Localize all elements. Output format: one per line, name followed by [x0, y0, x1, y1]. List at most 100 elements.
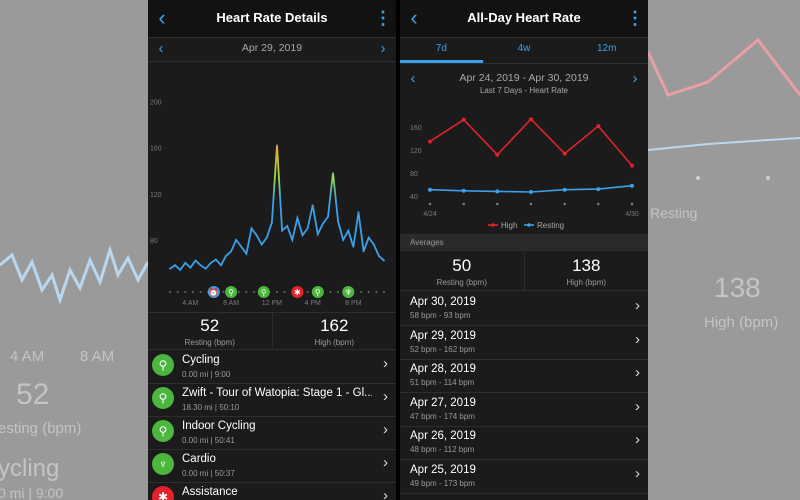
heart-rate-point — [245, 252, 248, 255]
x-tick-label: 8 PM — [345, 300, 362, 307]
day-bpm-range: 47 bpm - 174 bpm — [410, 411, 475, 421]
background-chart-right — [648, 37, 800, 180]
day-row[interactable]: Apr 28, 2019 51 bpm - 114 bpm › — [400, 359, 648, 393]
heart-rate-point — [271, 221, 273, 224]
svg-text:⚲: ⚲ — [261, 288, 267, 297]
resting-stat: 52 Resting (bpm) — [148, 313, 273, 349]
heart-rate-point — [352, 245, 355, 248]
x-tick-dot — [597, 202, 600, 206]
back-arrow-icon[interactable]: ‹ — [158, 5, 166, 30]
chevron-right-icon: › — [383, 355, 388, 372]
heart-rate-point — [204, 267, 207, 270]
cardio-icon[interactable]: ♆ — [342, 286, 355, 298]
heart-rate-point — [276, 144, 278, 147]
day-row[interactable]: Apr 29, 2019 52 bpm - 162 bpm › — [400, 326, 648, 360]
heart-rate-point — [169, 267, 171, 270]
heart-rate-details-screen: ‹ Heart Rate Details ⋮ ‹ Apr 29, 2019 › … — [148, 0, 396, 500]
data-point-high — [562, 151, 567, 156]
data-point-resting — [529, 190, 533, 194]
avg-high-value: 138 — [572, 256, 601, 275]
heart-rate-point — [306, 227, 309, 230]
next-day-button[interactable]: › — [380, 40, 386, 57]
y-tick-label: 160 — [410, 125, 422, 132]
timeline-dot — [375, 291, 378, 293]
day-row[interactable]: Apr 30, 2019 58 bpm - 93 bpm › — [400, 292, 648, 326]
activity-title: Cardio — [182, 453, 216, 465]
high-label: High (bpm) — [314, 338, 355, 347]
tab-7d[interactable]: 7d — [400, 38, 483, 63]
timeline-dot — [176, 291, 179, 293]
day-row[interactable]: Apr 27, 2019 47 bpm - 174 bpm › — [400, 393, 648, 427]
previous-day-button[interactable]: ‹ — [158, 40, 164, 57]
activity-title: Zwift - Tour of Watopia: Stage 1 - Gl... — [182, 387, 372, 399]
activity-title: Indoor Cycling — [182, 420, 256, 432]
heart-rate-point — [220, 264, 222, 267]
chevron-right-icon: › — [635, 431, 640, 448]
heart-rate-point — [281, 229, 283, 232]
bike-icon[interactable]: ⚲ — [311, 286, 324, 298]
timeline-dot — [383, 291, 385, 293]
heart-rate-point — [184, 262, 187, 264]
previous-range-button[interactable]: ‹ — [410, 70, 416, 87]
resting-value: 52 — [200, 316, 220, 335]
activity-row[interactable]: ⚲ Cycling 0.00 mi | 9:00 › — [148, 350, 396, 384]
day-row[interactable]: Apr 25, 2019 49 bpm - 173 bpm › — [400, 460, 648, 494]
activity-row[interactable]: ♆ Cardio 0.00 mi | 50:37 › — [148, 449, 396, 483]
daily-stats: 52 Resting (bpm) 162 High (bpm) — [148, 312, 396, 350]
range-navigator: ‹ Apr 24, 2019 - Apr 30, 2019 › — [400, 68, 648, 90]
day-row[interactable]: Apr 26, 2019 48 bpm - 112 bpm › — [400, 426, 648, 460]
data-point-high — [428, 139, 432, 144]
alarm-icon[interactable]: ⏰ — [207, 286, 220, 298]
x-tick-label: 12 PM — [262, 300, 282, 307]
back-arrow-icon[interactable]: ‹ — [410, 5, 418, 30]
avg-resting-label: Resting (bpm) — [436, 278, 487, 287]
background-value-label: esting (bpm) — [0, 420, 82, 437]
bike-icon[interactable]: ⚲ — [225, 286, 238, 298]
day-date: Apr 25, 2019 — [410, 463, 476, 476]
heart-rate-point — [194, 259, 197, 262]
y-tick-label: 120 — [150, 192, 162, 199]
tab-4w[interactable]: 4w — [517, 43, 531, 54]
timeline-dot — [253, 291, 256, 293]
date-range: Apr 24, 2019 - Apr 30, 2019 — [459, 72, 589, 84]
page-title: Heart Rate Details — [216, 10, 328, 25]
svg-text:♆: ♆ — [345, 288, 352, 297]
page-title: All-Day Heart Rate — [467, 10, 581, 25]
timeline-dot — [191, 291, 194, 293]
activity-title: Cycling — [182, 354, 220, 366]
activity-row[interactable]: ✱ Assistance › — [148, 482, 396, 500]
avg-resting-value: 50 — [452, 256, 472, 275]
assistance-icon[interactable]: ✱ — [291, 286, 304, 298]
average-stats: 50 Resting (bpm) 138 High (bpm) — [400, 252, 648, 291]
activity-row[interactable]: ⚲ Zwift - Tour of Watopia: Stage 1 - Gl..… — [148, 383, 396, 417]
activity-row[interactable]: ⚲ Indoor Cycling 0.00 mi | 50:41 › — [148, 416, 396, 450]
heart-rate-point — [174, 264, 176, 267]
background-resting: Resting — [650, 205, 698, 221]
heart-rate-point — [230, 250, 232, 253]
svg-text:⏰: ⏰ — [209, 287, 219, 297]
data-point-resting — [562, 187, 567, 192]
next-range-button[interactable]: › — [632, 70, 638, 87]
resting-label: Resting (bpm) — [184, 338, 235, 347]
x-tick-label: 4/30 — [625, 211, 639, 218]
heart-rate-point — [296, 217, 299, 219]
more-options-icon[interactable]: ⋮ — [626, 8, 644, 28]
tab-12m[interactable]: 12m — [596, 43, 617, 54]
more-options-icon[interactable]: ⋮ — [374, 8, 392, 28]
timeline-dot — [184, 291, 187, 293]
heart-rate-point — [235, 239, 238, 241]
timeline-dot — [169, 291, 171, 293]
current-date: Apr 29, 2019 — [241, 42, 303, 54]
x-tick-label: 8 AM — [223, 300, 239, 307]
background-value: 52 — [16, 378, 50, 411]
activity-details: 18.30 mi | 50:10 — [182, 403, 240, 412]
day-date: Apr 28, 2019 — [410, 363, 476, 375]
heart-rate-point — [383, 259, 385, 262]
x-tick-label: 4 PM — [305, 300, 322, 307]
timeline-dot — [367, 291, 370, 293]
legend-label: Resting — [537, 221, 564, 230]
bike-icon[interactable]: ⚲ — [257, 286, 270, 298]
heart-rate-point — [215, 258, 217, 261]
heart-rate-point — [250, 227, 253, 230]
legend-label: High — [501, 221, 517, 230]
